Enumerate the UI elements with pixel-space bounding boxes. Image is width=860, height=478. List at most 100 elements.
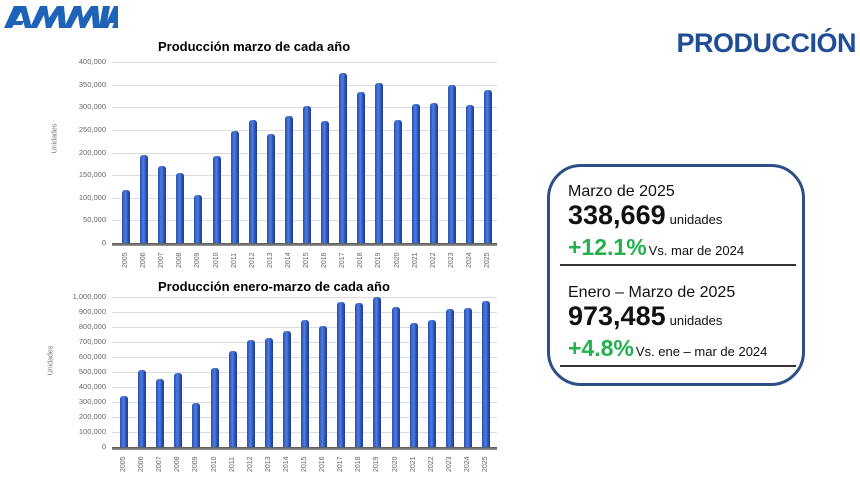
bar-2007 bbox=[156, 378, 165, 447]
bar-2020 bbox=[393, 119, 402, 243]
bar-2011 bbox=[228, 350, 237, 447]
x-axis-baseline bbox=[112, 447, 497, 450]
value-unit: unidades bbox=[669, 313, 723, 328]
bar-2019 bbox=[375, 83, 384, 243]
x-tick-label: 2014 bbox=[282, 456, 290, 472]
bar-2017 bbox=[337, 301, 346, 447]
x-tick-label: 2016 bbox=[319, 456, 327, 472]
bar-2005 bbox=[120, 396, 128, 447]
bar-2022 bbox=[429, 103, 438, 243]
x-tick-label: 2021 bbox=[409, 456, 417, 472]
bar-2012 bbox=[248, 119, 257, 243]
bar-2009 bbox=[194, 195, 203, 243]
y-tick-label: 300,000 bbox=[78, 397, 106, 406]
y-tick-label: 400,000 bbox=[78, 57, 106, 66]
comparison-text: Vs. ene – mar de 2024 bbox=[635, 344, 768, 359]
x-tick-label: 2024 bbox=[463, 456, 471, 472]
x-tick-label: 2017 bbox=[337, 456, 345, 472]
y-tick-label: 50,000 bbox=[83, 215, 106, 225]
value-unit: unidades bbox=[669, 212, 723, 227]
bar-2006 bbox=[138, 369, 147, 447]
y-tick-label: 250,000 bbox=[78, 124, 106, 134]
y-tick-label: 0 bbox=[101, 442, 106, 451]
y-tick-label: 100,000 bbox=[78, 427, 106, 436]
x-tick-label: 2015 bbox=[301, 456, 308, 472]
x-tick-label: 2022 bbox=[427, 456, 435, 472]
bar-2021 bbox=[409, 323, 418, 447]
bar-2024 bbox=[465, 104, 474, 243]
x-axis-baseline bbox=[112, 243, 497, 246]
bar-2019 bbox=[373, 297, 382, 447]
x-tick-label: 2007 bbox=[156, 456, 164, 472]
jan-mar-production-chart: Producción enero-marzo de cada año Unida… bbox=[47, 279, 497, 472]
bar-2010 bbox=[210, 367, 219, 447]
bar-2006 bbox=[140, 155, 149, 243]
stat-label: Marzo de 2025 bbox=[568, 183, 675, 200]
x-tick-label: 2018 bbox=[355, 456, 363, 472]
bar-2013 bbox=[264, 337, 273, 447]
y-tick-label: 300,000 bbox=[78, 102, 106, 112]
divider bbox=[560, 365, 796, 367]
bar-2017 bbox=[339, 73, 348, 243]
x-tick-label: 2019 bbox=[373, 456, 381, 472]
gridline bbox=[112, 312, 497, 313]
y-tick-label: 400,000 bbox=[78, 382, 106, 391]
y-tick-label: 150,000 bbox=[78, 170, 106, 180]
y-tick-label: 200,000 bbox=[78, 412, 106, 421]
bar-2016 bbox=[321, 120, 330, 243]
bar-2011 bbox=[230, 130, 239, 243]
value-number: 973,485 bbox=[568, 301, 666, 331]
bar-2018 bbox=[357, 92, 366, 243]
x-tick-label: 2012 bbox=[246, 456, 254, 472]
x-tick-label: 2011 bbox=[228, 456, 236, 472]
bar-2014 bbox=[282, 330, 291, 447]
bar-2016 bbox=[319, 325, 328, 447]
bar-2015 bbox=[301, 319, 309, 447]
bar-2008 bbox=[176, 172, 185, 243]
bar-2010 bbox=[212, 156, 221, 243]
comparison-text: Vs. mar de 2024 bbox=[648, 243, 745, 258]
bar-2005 bbox=[122, 190, 130, 243]
bar-2025 bbox=[482, 300, 490, 447]
x-tick-label: 2013 bbox=[264, 456, 272, 472]
bar-2020 bbox=[391, 306, 400, 447]
x-tick-label: 2023 bbox=[445, 456, 453, 472]
y-tick-label: 700,000 bbox=[78, 337, 106, 346]
y-tick-label: 0 bbox=[101, 238, 106, 247]
divider bbox=[560, 264, 796, 266]
y-tick-label: 200,000 bbox=[78, 147, 106, 157]
y-tick-label: 800,000 bbox=[78, 322, 106, 331]
y-tick-label: 900,000 bbox=[78, 307, 106, 316]
bar-2025 bbox=[484, 89, 492, 243]
stat-value: 338,669 unidades bbox=[568, 201, 798, 234]
bar-2008 bbox=[174, 372, 183, 447]
stats-summary-box: Marzo de 2025 338,669 unidades +12.1% Vs. … bbox=[547, 164, 805, 386]
bar-2021 bbox=[411, 104, 420, 243]
chart-title: Producción marzo de cada año bbox=[158, 39, 351, 54]
x-tick-label: 2009 bbox=[192, 456, 200, 472]
gridline bbox=[112, 84, 497, 86]
change-percent: +12.1% bbox=[568, 234, 647, 260]
bar-2023 bbox=[447, 85, 456, 243]
bar-2012 bbox=[246, 339, 255, 447]
y-tick-label: 600,000 bbox=[78, 352, 106, 361]
gridline bbox=[112, 62, 497, 63]
x-tick-label: 2010 bbox=[210, 456, 218, 472]
bar-2024 bbox=[463, 307, 472, 447]
bar-2013 bbox=[266, 133, 275, 243]
y-tick-label: 350,000 bbox=[78, 79, 106, 89]
x-tick-label: 2025 bbox=[482, 456, 489, 472]
amia-logo bbox=[4, 6, 118, 28]
stat-change: +12.1% Vs. mar de 2024 bbox=[568, 234, 798, 264]
stat-value: 973,485 unidades bbox=[568, 302, 798, 335]
change-percent: +4.8% bbox=[568, 335, 634, 361]
bar-2023 bbox=[445, 309, 454, 447]
bar-2015 bbox=[303, 106, 311, 243]
y-tick-label: 1,000,000 bbox=[72, 292, 106, 301]
ytd-stat: Enero – Marzo de 2025 973,485 unidades +4… bbox=[568, 284, 798, 365]
page-title: PRODUCCIÓN bbox=[676, 28, 856, 58]
y-tick-label: 100,000 bbox=[78, 192, 106, 202]
bar-2009 bbox=[192, 402, 201, 447]
bar-2007 bbox=[158, 166, 167, 243]
x-tick-label: 2006 bbox=[138, 456, 146, 472]
